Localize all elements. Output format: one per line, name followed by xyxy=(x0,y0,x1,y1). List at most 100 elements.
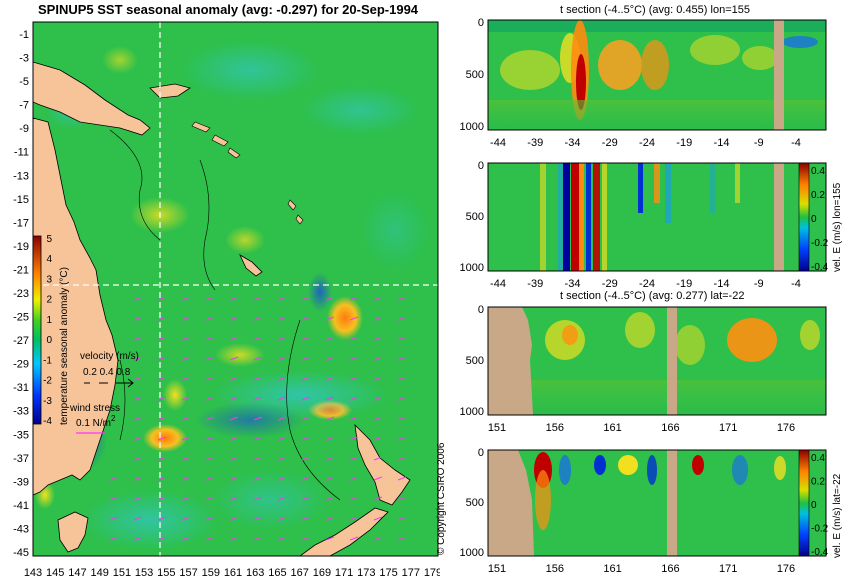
lat-tick-label: -29 xyxy=(13,359,29,371)
wind-arrow xyxy=(133,436,143,441)
wind-arrow xyxy=(325,496,335,501)
wind-arrow xyxy=(157,376,167,381)
wind-arrow xyxy=(325,336,335,341)
lon-tick-label: 159 xyxy=(202,567,220,579)
panel3-title: t section (-4..5°C) (avg: 0.277) lat=-22 xyxy=(560,290,745,302)
wind-arrow xyxy=(325,316,335,321)
wind-arrow xyxy=(157,456,167,461)
wind-arrow xyxy=(205,456,215,461)
wind-arrow xyxy=(397,496,407,501)
wind-arrow xyxy=(325,536,335,541)
wind-arrow xyxy=(253,476,263,481)
sst-colorbar-tick: 0 xyxy=(46,335,52,346)
wind-arrow xyxy=(205,376,215,381)
p3-y-tick-label: 500 xyxy=(466,355,484,367)
wind-arrow xyxy=(397,296,407,301)
wind-arrow xyxy=(229,416,239,421)
wind-arrow xyxy=(301,416,311,421)
wind-arrow xyxy=(205,396,215,401)
wind-arrow xyxy=(253,296,263,301)
wind-arrow xyxy=(373,356,383,361)
wind-arrow xyxy=(301,376,311,381)
wind-arrow xyxy=(133,416,143,421)
velocity-legend-scale: 0.2 0.4 0.8 xyxy=(83,367,131,378)
wind-arrow xyxy=(109,536,119,541)
p3-x-tick-label: 156 xyxy=(546,422,564,434)
lat-tick-label: -1 xyxy=(19,29,29,41)
wind-arrow xyxy=(109,516,119,521)
p3-x-tick-label: 176 xyxy=(777,422,795,434)
wind-arrow xyxy=(349,456,359,461)
lat-tick-label: -17 xyxy=(13,217,29,229)
wind-arrow xyxy=(301,436,311,441)
p1-x-tick-label: -34 xyxy=(565,137,581,149)
wind-arrow xyxy=(325,416,335,421)
wind-arrow xyxy=(301,476,311,481)
wind-arrow xyxy=(229,436,239,441)
wind-arrow xyxy=(301,356,311,361)
wind-arrow xyxy=(157,436,167,441)
lon-tick-label: 171 xyxy=(335,567,353,579)
velocity-legend-label: velocity (m/s) xyxy=(80,351,139,362)
wind-arrow xyxy=(349,436,359,441)
wind-arrow xyxy=(133,396,143,401)
wind-arrow xyxy=(133,516,143,521)
wind-arrow xyxy=(181,416,191,421)
p1-x-tick-label: -44 xyxy=(490,137,506,149)
lat-tick-label: -27 xyxy=(13,335,29,347)
wind-arrow xyxy=(205,416,215,421)
wind-arrow xyxy=(301,396,311,401)
wind-arrow xyxy=(373,516,383,521)
wind-arrow xyxy=(157,316,167,321)
wind-arrow xyxy=(301,316,311,321)
p4-colorbar-tick: 0.4 xyxy=(811,453,825,464)
copyright-text: © Copyright CSIRO 2006 xyxy=(436,442,447,555)
wind-arrow xyxy=(181,396,191,401)
wind-arrow xyxy=(205,296,215,301)
p4-colorbar-tick: 0 xyxy=(811,500,817,511)
lat-tick-label: -25 xyxy=(13,312,29,324)
wind-arrow xyxy=(373,476,383,481)
lat-tick-label: -41 xyxy=(13,500,29,512)
wind-arrow xyxy=(229,316,239,321)
p4-x-tick-label: 176 xyxy=(777,563,795,575)
wind-arrow xyxy=(157,496,167,501)
wind-arrow xyxy=(325,356,335,361)
panel1-title: t section (-4..5°C) (avg: 0.455) lon=155 xyxy=(560,4,750,16)
wind-arrow xyxy=(253,496,263,501)
wind-arrow xyxy=(229,396,239,401)
lon-tick-label: 145 xyxy=(46,567,64,579)
p2-colorbar-tick: -0.2 xyxy=(811,238,829,249)
wind-arrow xyxy=(325,396,335,401)
wind-arrow xyxy=(373,296,383,301)
lon-tick-label: 165 xyxy=(268,567,286,579)
solomon-islands xyxy=(191,121,241,159)
wind-arrow xyxy=(157,356,167,361)
map-title: SPINUP5 SST seasonal anomaly (avg: -0.29… xyxy=(38,2,419,17)
p2-x-tick-label: -14 xyxy=(714,278,730,290)
sst-colorbar-tick: 4 xyxy=(46,254,52,265)
lat-tick-label: -23 xyxy=(13,288,29,300)
wind-arrow xyxy=(253,536,263,541)
p4-y-tick-label: 1000 xyxy=(460,547,484,559)
wind-arrow xyxy=(397,536,407,541)
p1-x-tick-label: -19 xyxy=(676,137,692,149)
lat-tick-label: -5 xyxy=(19,76,29,88)
p2-x-tick-label: -19 xyxy=(676,278,692,290)
lat-tick-label: -15 xyxy=(13,194,29,206)
sst-colorbar xyxy=(32,235,42,425)
panel4-colorbar-label: vel. E (m/s) lat=-22 xyxy=(832,473,843,558)
lat-tick-label: -37 xyxy=(13,453,29,465)
wind-arrow xyxy=(253,436,263,441)
wind-arrow xyxy=(277,376,287,381)
wind-arrow xyxy=(205,516,215,521)
p4-y-tick-label: 0 xyxy=(478,447,484,459)
wind-arrow xyxy=(397,436,407,441)
wind-arrow xyxy=(349,296,359,301)
bathymetry-contours xyxy=(109,129,341,501)
wind-arrow xyxy=(157,536,167,541)
wind-arrow xyxy=(181,296,191,301)
panel4-vel-section-lat xyxy=(487,449,827,557)
p3-x-tick-label: 161 xyxy=(603,422,621,434)
p2-x-tick-label: -29 xyxy=(602,278,618,290)
